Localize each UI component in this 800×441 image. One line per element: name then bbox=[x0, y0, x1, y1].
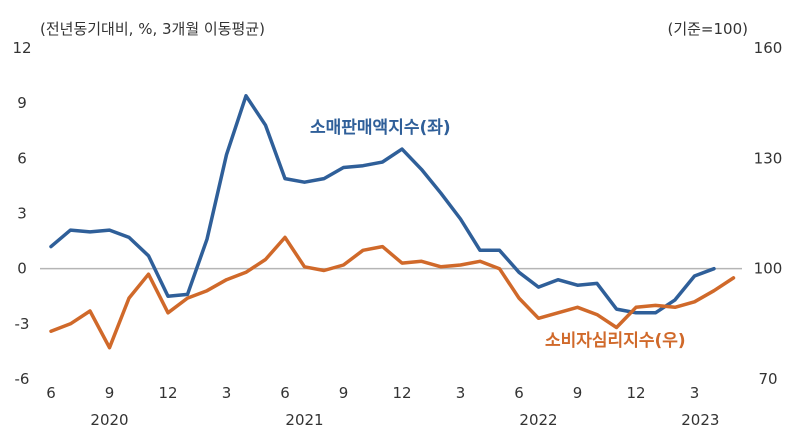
x-tick-label: 3 bbox=[222, 384, 232, 402]
series-line-consumer-sentiment bbox=[49, 235, 736, 350]
left-y-tick-label: 12 bbox=[12, 39, 31, 57]
right-axis-unit: (기준=100) bbox=[667, 20, 748, 38]
right-y-tick-label: 100 bbox=[754, 260, 783, 278]
x-tick-label: 9 bbox=[339, 384, 349, 402]
x-year-label: 2021 bbox=[285, 411, 323, 429]
left-y-tick-label: 0 bbox=[17, 260, 27, 278]
left-y-tick-label: 9 bbox=[17, 94, 27, 112]
right-y-tick-label: 70 bbox=[758, 370, 777, 388]
series-label-retail-sales: 소매판매액지수(좌) bbox=[310, 118, 451, 138]
left-y-axis: 12 9 6 3 0 -3 -6 bbox=[12, 39, 31, 388]
x-year-label: 2020 bbox=[90, 411, 128, 429]
x-year-label: 2022 bbox=[519, 411, 557, 429]
right-y-tick-label: 160 bbox=[754, 39, 783, 57]
x-tick-label: 6 bbox=[46, 384, 56, 402]
x-tick-label: 6 bbox=[280, 384, 290, 402]
series-group bbox=[49, 94, 736, 350]
left-axis-unit: (전년동기대비, %, 3개월 이동평균) bbox=[40, 20, 265, 38]
x-tick-label: 12 bbox=[626, 384, 645, 402]
x-tick-label: 6 bbox=[514, 384, 524, 402]
right-y-tick-label: 130 bbox=[754, 149, 783, 167]
series-label-consumer-sentiment: 소비자심리지수(우) bbox=[545, 331, 686, 351]
x-tick-label: 3 bbox=[690, 384, 700, 402]
series-line-retail-sales bbox=[49, 94, 716, 315]
x-tick-label: 9 bbox=[105, 384, 115, 402]
x-axis: 6 9 12 3 6 9 12 3 6 9 12 3 2020 2021 2022 2023 bbox=[46, 384, 719, 429]
x-tick-label: 12 bbox=[158, 384, 177, 402]
x-tick-label: 12 bbox=[392, 384, 411, 402]
right-y-axis: 160 130 100 70 bbox=[754, 39, 783, 388]
x-year-label: 2023 bbox=[681, 411, 719, 429]
left-y-tick-label: -3 bbox=[15, 315, 30, 333]
x-tick-label: 3 bbox=[456, 384, 466, 402]
x-tick-label: 9 bbox=[573, 384, 583, 402]
left-y-tick-label: 6 bbox=[17, 149, 27, 167]
left-y-tick-label: -6 bbox=[15, 370, 30, 388]
left-y-tick-label: 3 bbox=[17, 205, 27, 223]
